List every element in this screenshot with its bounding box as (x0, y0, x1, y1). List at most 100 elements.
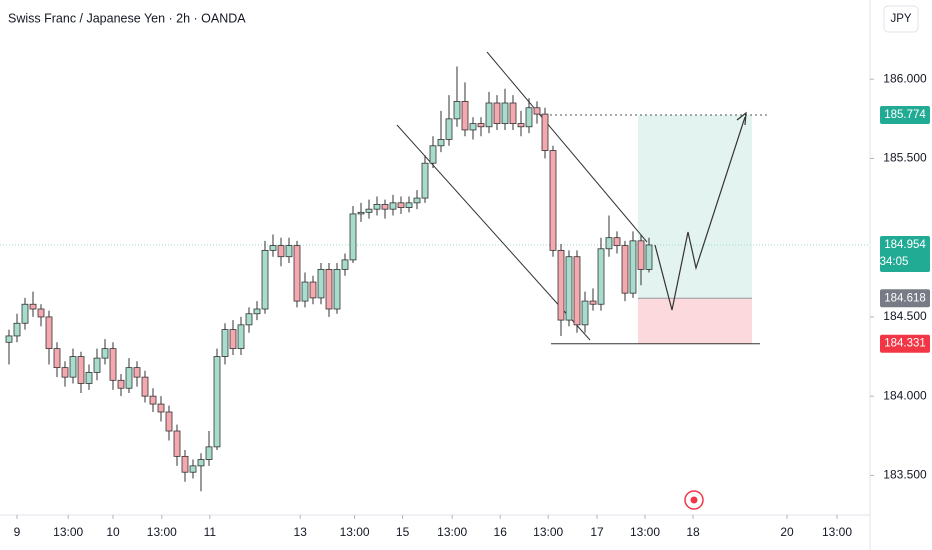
candle-body (405, 202, 413, 208)
y-tick-label: 184.000 (883, 388, 927, 402)
x-tick-label: 17 (590, 525, 604, 539)
candle-body (285, 245, 293, 258)
current-label-bg (880, 235, 930, 272)
profit-zone (638, 115, 752, 299)
candle-body (557, 249, 565, 321)
current-label: 184.954 (884, 239, 926, 251)
candle-body (117, 379, 125, 389)
loss-zone (638, 298, 752, 344)
entry-label: 184.618 (884, 292, 926, 304)
candle-body (69, 356, 77, 378)
candle-body (101, 348, 109, 359)
candle-body (573, 256, 581, 326)
event-icon-dot[interactable] (690, 496, 698, 504)
candle-body (373, 204, 381, 210)
chart-title: Swiss Franc / Japanese Yen · 2h · OANDA (8, 11, 246, 25)
target-label: 185.774 (884, 109, 926, 121)
x-tick-label: 18 (686, 525, 700, 539)
candle-body (453, 101, 461, 120)
candle-body (381, 204, 389, 210)
drawings (0, 51, 870, 345)
candle-body (181, 455, 189, 473)
candle-body (469, 123, 477, 131)
x-tick-label: 11 (204, 525, 217, 539)
target-label-bg (880, 106, 930, 125)
stop-label: 184.331 (884, 338, 926, 350)
candle-body (29, 303, 37, 310)
candle-body (237, 324, 245, 350)
candle-body (213, 356, 221, 448)
candle-body (421, 162, 429, 199)
x-tick-label: 20 (780, 525, 794, 539)
candle-body (597, 248, 605, 305)
x-tick-label: 13:00 (630, 525, 660, 539)
projection-arrow (736, 111, 747, 126)
candle-body (581, 300, 589, 326)
candle-body (509, 102, 517, 125)
x-tick-label: 13:00 (340, 525, 370, 539)
candle-body (501, 102, 509, 125)
channel-upper (486, 51, 648, 243)
candle-body (189, 465, 197, 473)
candle-body (21, 303, 29, 324)
candle-body (317, 268, 325, 299)
candle-body (53, 348, 61, 369)
candle-body (349, 213, 357, 261)
candle-body (621, 245, 629, 294)
x-tick-label: 13:00 (822, 525, 852, 539)
candle-body (173, 430, 181, 457)
candle-body (109, 348, 117, 381)
x-tick-label: 13:00 (533, 525, 563, 539)
candle-body (197, 459, 205, 467)
currency-button[interactable] (883, 5, 919, 33)
y-tick-label: 185.500 (883, 151, 927, 165)
candle-body (277, 245, 285, 258)
candle-body (157, 403, 165, 413)
candle-body (461, 101, 469, 131)
candle-body (645, 244, 653, 270)
countdown: 34:05 (880, 256, 909, 268)
y-tick-label: 183.500 (883, 468, 927, 482)
candle-body (613, 237, 621, 247)
candle-body (437, 139, 445, 147)
x-tick-label: 16 (494, 525, 508, 539)
candle-body (477, 123, 485, 128)
x-tick-label: 13:00 (53, 525, 83, 539)
candle-body (253, 308, 261, 315)
candle-body (325, 268, 333, 310)
candle-body (429, 145, 437, 164)
candle-body (261, 249, 269, 310)
entry-label-bg (880, 289, 930, 308)
currency-label[interactable]: JPY (890, 13, 911, 25)
candle-body (165, 411, 173, 432)
candle-body (525, 107, 533, 128)
candle-body (77, 356, 85, 384)
candle-body (333, 268, 341, 310)
candle-body (229, 329, 237, 350)
candle-body (533, 107, 541, 115)
candle-body (61, 367, 69, 378)
x-tick-label: 9 (14, 525, 21, 539)
candle-body (629, 240, 637, 294)
stop-label-bg (880, 334, 930, 353)
projection-path (654, 116, 746, 311)
candle-body (341, 259, 349, 270)
candle-body (565, 256, 573, 321)
y-tick-label: 184.500 (883, 309, 927, 323)
candle-body (309, 281, 317, 299)
candle-body (389, 202, 397, 210)
candle-body (125, 367, 133, 389)
candle-body (589, 300, 597, 305)
candle-body (637, 240, 645, 270)
candle-body (133, 367, 141, 378)
overlays: 185.774 184.954 34:05 184.618 184.331 (880, 106, 930, 353)
candles (5, 66, 653, 492)
candle-body (205, 446, 213, 460)
candle-body (141, 376, 149, 397)
candle-body (517, 123, 525, 128)
candle-body (93, 357, 101, 373)
x-tick-label: 15 (396, 525, 410, 539)
candle-body (85, 371, 93, 384)
